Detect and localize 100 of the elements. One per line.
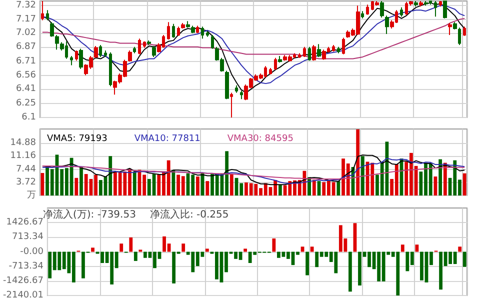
y-tick-label: 7.32 <box>16 0 36 11</box>
y-tick-label: 7.17 <box>16 14 36 24</box>
y-tick-label: 3.72 <box>16 177 36 188</box>
candlestick <box>342 37 345 55</box>
candlestick <box>385 15 389 35</box>
y-tick-label: 6.41 <box>16 84 36 94</box>
candlestick <box>147 40 151 46</box>
candlestick <box>186 20 190 28</box>
candlestick <box>177 26 180 36</box>
bar <box>438 159 442 196</box>
y-tick-label: 6.71 <box>16 56 36 67</box>
y-tick-label: 1426.67 <box>6 218 44 228</box>
candlestick <box>138 38 141 55</box>
bar <box>300 246 304 252</box>
candlestick <box>41 0 44 21</box>
candlestick <box>235 84 238 94</box>
y-tick-label: 6.1 <box>22 112 36 122</box>
candlestick <box>75 50 78 62</box>
candlestick <box>167 22 170 40</box>
candlestick <box>99 44 102 58</box>
y-tick-label: 7.44 <box>16 164 36 174</box>
text: VMA5: 79193 <box>47 134 108 144</box>
bar <box>91 248 94 252</box>
bar <box>196 176 200 196</box>
candlestick <box>414 0 418 8</box>
candlestick <box>191 25 195 34</box>
bar <box>200 173 204 196</box>
y-tick-label: 713.34 <box>12 232 44 242</box>
y-tick-label: -1426.67 <box>2 276 44 286</box>
y-tick-label: -713.34 <box>8 261 44 272</box>
bar <box>356 129 360 196</box>
candlestick <box>133 46 136 54</box>
bar <box>458 246 462 252</box>
bar <box>182 244 186 252</box>
y-tick-label: 6.56 <box>16 70 36 80</box>
candlestick <box>225 70 229 100</box>
bar <box>336 181 340 196</box>
bar <box>306 252 309 276</box>
candlestick <box>70 56 73 66</box>
candlestick <box>181 22 185 30</box>
annotation: 净流入(万): -739.53 <box>43 208 136 220</box>
bar <box>120 244 124 252</box>
candlestick <box>453 22 457 30</box>
bar <box>230 174 234 196</box>
candlestick <box>332 44 335 52</box>
bar <box>134 252 138 261</box>
bar <box>360 156 364 196</box>
candlestick <box>317 44 321 58</box>
candlestick <box>128 50 132 62</box>
bar <box>272 238 276 252</box>
candlestick <box>274 57 277 70</box>
candlestick <box>439 0 442 8</box>
candlestick <box>143 40 146 48</box>
bar <box>278 184 282 196</box>
candlestick <box>424 0 428 6</box>
candlestick <box>196 25 199 34</box>
candlestick <box>303 46 306 58</box>
y-tick-label: 万 <box>27 190 36 200</box>
y-tick-label: -0.00 <box>20 246 44 257</box>
y-tick-label: 14.88 <box>10 138 36 148</box>
bar <box>80 167 83 196</box>
candlestick <box>55 34 59 50</box>
candlestick <box>322 49 326 60</box>
candlestick <box>79 48 83 70</box>
candlestick <box>312 44 316 62</box>
candlestick <box>448 22 452 36</box>
bar <box>244 248 248 252</box>
bar <box>129 237 133 252</box>
line-series <box>42 165 466 180</box>
candlestick <box>172 23 175 38</box>
candlestick <box>50 22 54 38</box>
candlestick <box>366 4 369 16</box>
candlestick <box>308 46 311 62</box>
bar <box>462 173 466 196</box>
y-tick-label: 6.25 <box>16 98 36 109</box>
y-tick-label: -2140.01 <box>2 290 44 300</box>
annotation: 净流入比: -0.255 <box>150 208 229 220</box>
candlestick <box>104 50 107 58</box>
y-tick-label: 11.16 <box>10 151 36 162</box>
bar <box>40 172 44 196</box>
candlestick <box>419 0 423 8</box>
candlestick <box>94 45 98 58</box>
y-tick-label: 7.02 <box>16 28 36 38</box>
candlestick <box>201 26 204 40</box>
bar <box>443 162 447 196</box>
line-series <box>42 18 466 60</box>
candlestick <box>361 10 364 19</box>
bar <box>206 181 210 196</box>
candlestick <box>269 67 272 75</box>
candlestick <box>109 52 112 87</box>
y-tick-label: 6.87 <box>16 42 36 52</box>
candlestick <box>206 30 209 38</box>
bar <box>205 248 209 252</box>
bar <box>132 172 136 196</box>
candlestick <box>46 10 49 21</box>
candlestick <box>458 27 461 46</box>
text: VMA10: 77811 <box>134 134 200 144</box>
bar <box>462 252 466 267</box>
text: VMA30: 84595 <box>227 134 294 144</box>
candlestick <box>230 92 233 118</box>
